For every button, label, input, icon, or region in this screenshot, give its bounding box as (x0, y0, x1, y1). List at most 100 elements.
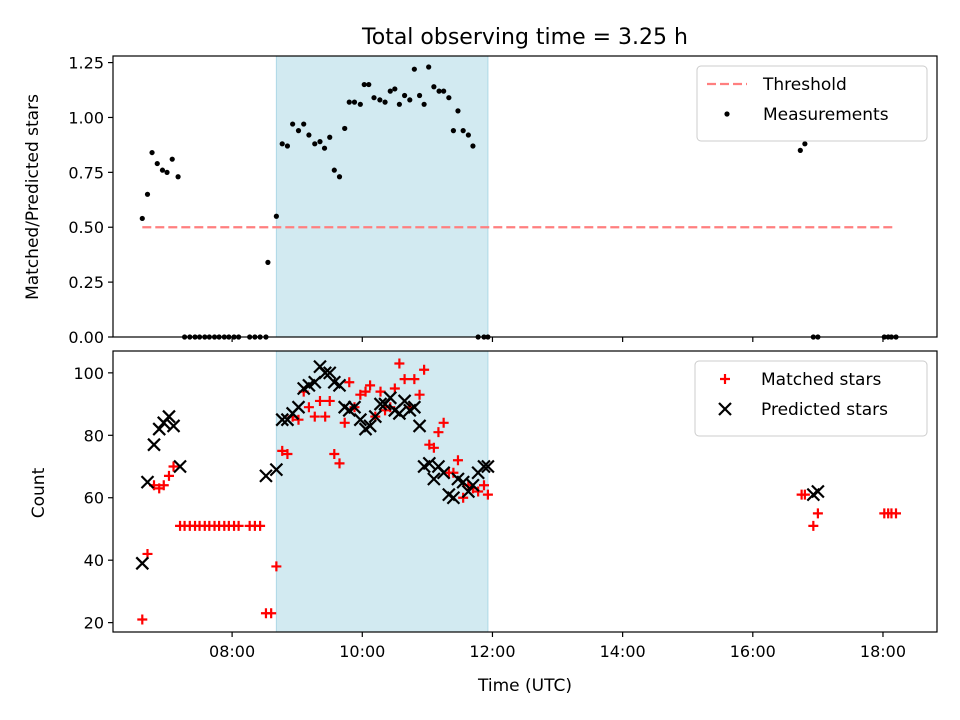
measurement-point (396, 101, 402, 107)
matched-star-point (168, 461, 179, 472)
predicted-star-point (368, 409, 383, 424)
predicted-star-point (456, 475, 470, 489)
predicted-star-point (259, 469, 273, 483)
predicted-star-point (162, 409, 176, 424)
measurement-point (407, 97, 413, 103)
matched-star-point (414, 389, 425, 400)
measurement-point (802, 141, 808, 147)
predicted-star-point (427, 472, 441, 486)
matched-star-point (282, 449, 293, 460)
matched-star-point (812, 508, 823, 519)
matched-star-point (303, 402, 314, 413)
predicted-star-point (275, 412, 290, 427)
measurement-point (455, 108, 461, 114)
measurement-point (465, 132, 471, 138)
measurement-point (387, 88, 393, 94)
predicted-star-point (140, 475, 155, 489)
measurement-point (382, 99, 388, 105)
x-axis-label: Time (UTC) (477, 676, 572, 696)
predicted-star-point (353, 412, 368, 427)
predicted-star-point (269, 462, 284, 477)
measurement-point (312, 141, 318, 147)
axes-frame (112, 55, 938, 338)
matched-star-point (320, 411, 331, 422)
measurement-point (164, 169, 170, 175)
x-tick-label: 14:00 (600, 642, 646, 661)
measurement-point (273, 213, 279, 219)
legend: Threshold Measurements (696, 65, 928, 142)
y-tick-label: 40 (84, 551, 104, 570)
measurement-point (327, 134, 333, 140)
matched-star-point (293, 414, 304, 425)
x-tick-label: 16:00 (730, 642, 776, 661)
measurement-point (411, 66, 417, 72)
measurement-point (265, 259, 271, 265)
measurement-point (317, 139, 323, 145)
measurement-point (416, 92, 423, 99)
y-tick-label: 80 (84, 426, 104, 445)
measurement-point (159, 167, 166, 173)
predicted-star-point (291, 400, 306, 414)
matched-star-point (433, 427, 444, 438)
matched-star-point (399, 374, 410, 385)
legend-box (694, 360, 928, 437)
predicted-star-point (466, 478, 480, 493)
matched-star-point (255, 520, 266, 531)
measurement-point (431, 84, 437, 90)
predicted-star-point (481, 459, 495, 474)
measurement-point (460, 128, 466, 134)
predicted-star-point (347, 400, 362, 414)
y-tick-label: 0.25 (68, 273, 104, 292)
matched-star-point (799, 489, 810, 500)
matched-star-point (419, 364, 430, 375)
measurement-point (361, 81, 367, 88)
matched-star-point (271, 561, 282, 572)
measurement-point (357, 101, 363, 107)
matched-star-point (428, 442, 439, 453)
matched-star-point (394, 358, 405, 369)
axes-frame (112, 350, 938, 633)
measurement-point (321, 145, 328, 151)
predicted-star-point (392, 406, 407, 421)
y-tick-label: 60 (84, 489, 104, 508)
y-tick-label: 0.00 (68, 328, 104, 347)
measurement-point (421, 101, 427, 107)
predicted-star-point (461, 484, 476, 499)
legend-label: Matched stars (761, 370, 881, 390)
matched-star-point (314, 395, 325, 406)
predicted-star-point (446, 490, 461, 505)
matched-star-point (266, 608, 277, 619)
x-tick-label: 18:00 (860, 642, 906, 661)
y-tick-label: 20 (84, 614, 104, 633)
matched-star-point (482, 489, 493, 500)
matched-star-point (409, 374, 420, 385)
bottom-panel: 20 40 60 80 100 08:00 10:00 12:00 14:00 16:00 18:0… (73, 350, 938, 661)
matched-star-point (137, 614, 148, 625)
predicted-star-point (811, 484, 825, 499)
matched-star-point (233, 520, 244, 531)
predicted-star-point (422, 456, 437, 471)
matched-star-point (448, 467, 459, 478)
matched-star-point (438, 417, 449, 428)
legend-label: Measurements (763, 105, 889, 125)
predicted-star-point (407, 400, 422, 414)
matched-star-point (808, 520, 819, 531)
matched-star-point (890, 508, 901, 519)
measurement-point (346, 99, 352, 105)
y-axis-label-top: Matched/Predicted stars (23, 94, 43, 300)
legend-box (696, 65, 928, 142)
top-panel: 0.00 0.25 0.50 0.75 1.00 1.25 Threshold Measure… (68, 54, 938, 347)
matched-star-point (344, 377, 355, 388)
predicted-star-point (166, 419, 181, 433)
legend-measurement-swatch (724, 111, 730, 117)
predicted-star-point (173, 459, 187, 474)
matched-star-point (334, 458, 345, 469)
measurement-point (470, 143, 476, 149)
matched-star-point (158, 480, 169, 491)
measurement-point (295, 128, 302, 134)
measurement-point (331, 167, 337, 173)
measurement-point (290, 121, 296, 127)
observing-window-span (275, 55, 489, 338)
y-axis-label-bottom: Count (29, 467, 49, 518)
